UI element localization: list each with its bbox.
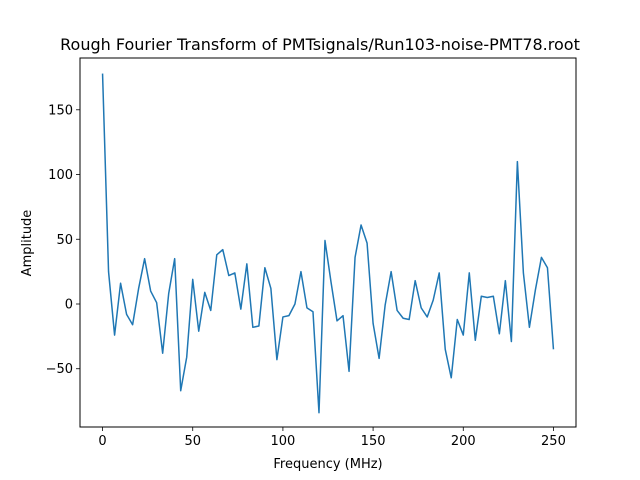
- x-axis: 0 50 100 150 200 250: [98, 427, 566, 449]
- y-tick-label: 150: [48, 103, 73, 118]
- x-tick-label: 250: [541, 434, 566, 449]
- y-tick-label: 0: [65, 298, 73, 313]
- y-axis: −50 0 50 100 150: [46, 103, 80, 377]
- chart-title: Rough Fourier Transform of PMTsignals/Ru…: [60, 35, 580, 54]
- y-tick-label: −50: [46, 362, 73, 377]
- x-tick-label: 0: [98, 434, 106, 449]
- plot-frame: [79, 57, 577, 428]
- plot-layer: [101, 73, 555, 414]
- x-axis-label: Frequency (MHz): [273, 457, 382, 472]
- series-line: [101, 73, 555, 414]
- x-tick-label: 200: [451, 434, 476, 449]
- y-tick-label: 100: [48, 168, 73, 183]
- x-tick-label: 150: [361, 434, 386, 449]
- x-tick-label: 100: [270, 434, 295, 449]
- y-axis-label: Amplitude: [20, 210, 35, 277]
- y-tick-label: 50: [56, 233, 73, 248]
- x-tick-label: 50: [184, 434, 201, 449]
